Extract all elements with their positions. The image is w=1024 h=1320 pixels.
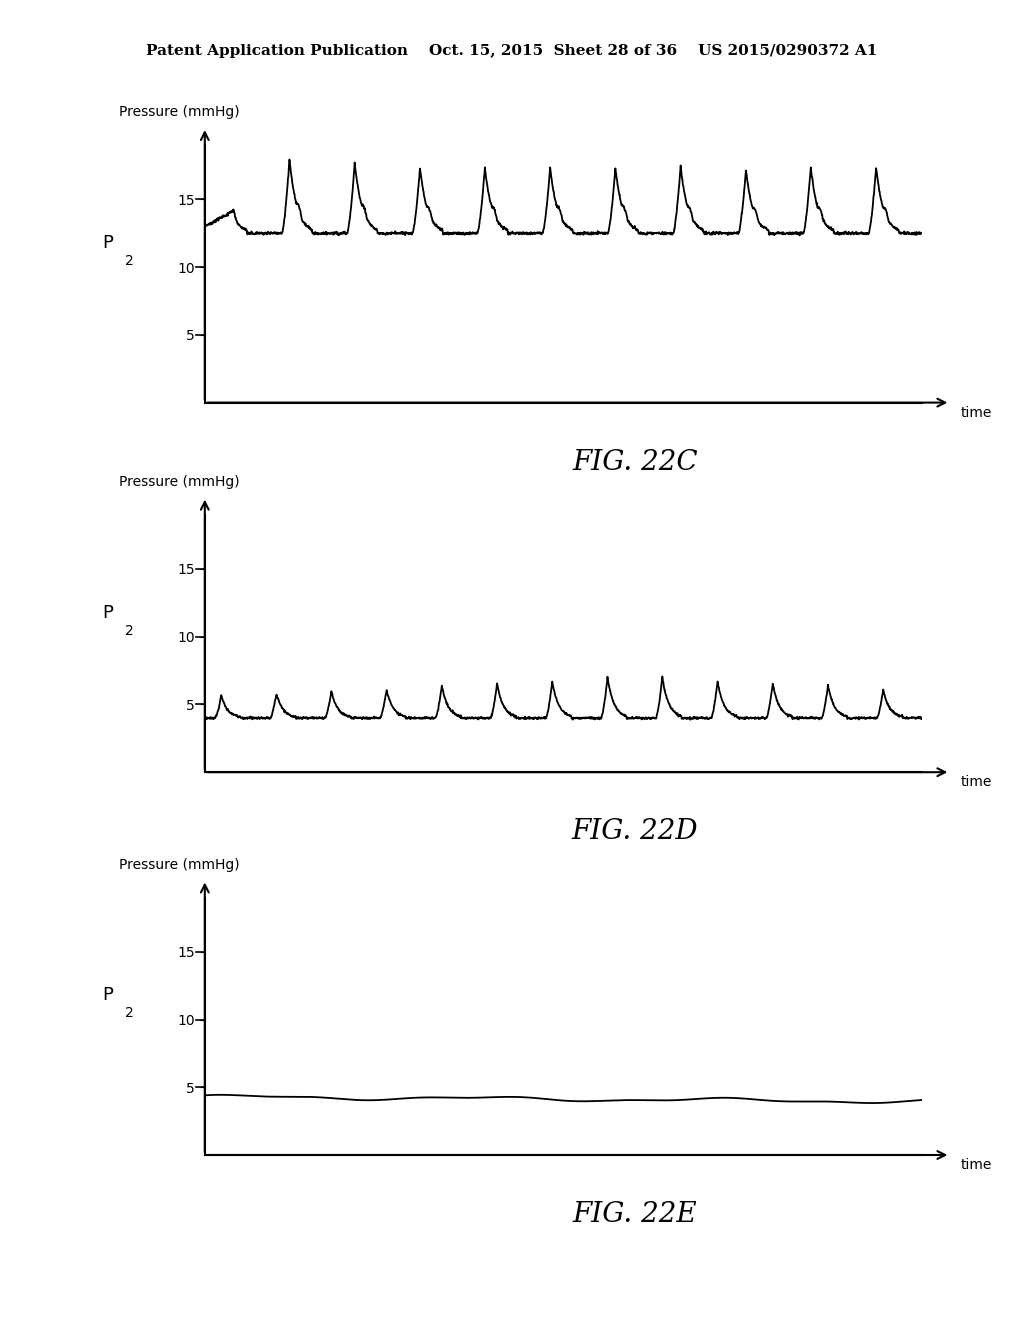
Text: 2: 2 bbox=[125, 623, 134, 638]
Text: P: P bbox=[102, 234, 114, 252]
Text: Pressure (mmHg): Pressure (mmHg) bbox=[119, 475, 240, 490]
Text: time: time bbox=[961, 775, 992, 789]
Text: 2: 2 bbox=[125, 1006, 134, 1020]
Text: time: time bbox=[961, 405, 992, 420]
Text: Pressure (mmHg): Pressure (mmHg) bbox=[119, 106, 240, 120]
Text: FIG. 22C: FIG. 22C bbox=[572, 449, 697, 475]
Text: FIG. 22E: FIG. 22E bbox=[572, 1201, 697, 1228]
Text: P: P bbox=[102, 986, 114, 1005]
Text: 2: 2 bbox=[125, 253, 134, 268]
Text: Pressure (mmHg): Pressure (mmHg) bbox=[119, 858, 240, 871]
Text: FIG. 22D: FIG. 22D bbox=[571, 818, 698, 845]
Text: time: time bbox=[961, 1158, 992, 1172]
Text: Patent Application Publication    Oct. 15, 2015  Sheet 28 of 36    US 2015/02903: Patent Application Publication Oct. 15, … bbox=[146, 44, 878, 58]
Text: P: P bbox=[102, 603, 114, 622]
